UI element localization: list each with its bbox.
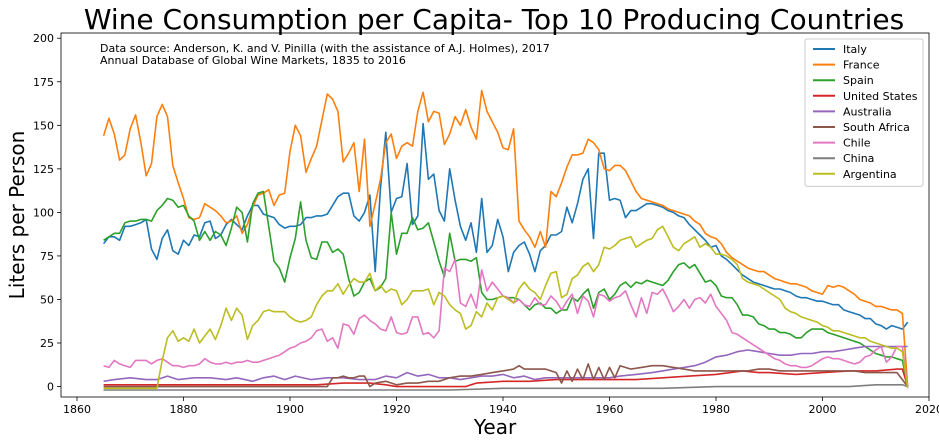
y-tick-label: 150 <box>33 119 54 132</box>
y-tick-label: 175 <box>33 76 54 89</box>
series-line-italy <box>102 122 909 330</box>
y-tick-label: 25 <box>40 337 54 350</box>
legend-label-china: China <box>843 152 874 165</box>
y-axis-title: Liters per Person <box>5 131 29 300</box>
series-line-argentina <box>103 225 909 390</box>
x-tick-label: 1940 <box>489 403 517 416</box>
series-line-china <box>103 384 908 391</box>
legend-label-australia: Australia <box>843 105 892 118</box>
series-line-united-states <box>103 368 909 388</box>
series-line-chile <box>103 258 909 387</box>
plot-frame <box>60 32 930 398</box>
y-axis: 0 25 50 75 100 125 150 175 200 <box>33 32 61 394</box>
x-tick-label: 1900 <box>276 403 304 416</box>
series-line-australia <box>103 345 908 383</box>
legend-label-italy: Italy <box>843 43 867 56</box>
y-tick-label: 75 <box>40 250 54 263</box>
x-axis-title: Year <box>473 415 517 439</box>
legend-label-south-africa: South Africa <box>843 121 910 134</box>
legend-label-france: France <box>843 59 880 72</box>
legend-label-spain: Spain <box>843 74 874 87</box>
y-tick-label: 125 <box>33 163 54 176</box>
series-layer <box>102 89 909 391</box>
y-tick-label: 200 <box>33 32 54 45</box>
x-tick-label: 1920 <box>382 403 410 416</box>
x-tick-label: 1860 <box>63 403 91 416</box>
x-tick-label: 1980 <box>702 403 730 416</box>
series-line-south-africa <box>103 363 909 388</box>
data-source-annotation: Data source: Anderson, K. and V. Pinilla… <box>100 42 550 67</box>
y-tick-label: 0 <box>47 381 54 394</box>
y-tick-label: 100 <box>33 206 54 219</box>
annotation-line-2: Annual Database of Global Wine Markets, … <box>100 54 406 67</box>
series-line-france <box>102 89 909 387</box>
legend: Italy France Spain United States Australia So… <box>804 38 924 187</box>
chart-title: Wine Consumption per Capita- Top 10 Prod… <box>84 3 904 36</box>
legend-box <box>804 38 924 187</box>
legend-label-argentina: Argentina <box>843 168 897 181</box>
x-tick-label: 1880 <box>169 403 197 416</box>
y-tick-label: 50 <box>40 293 54 306</box>
x-tick-label: 1960 <box>595 403 623 416</box>
legend-label-chile: Chile <box>843 137 871 150</box>
legend-label-united-states: United States <box>843 90 918 103</box>
x-tick-label: 2000 <box>808 403 836 416</box>
annotation-line-1: Data source: Anderson, K. and V. Pinilla… <box>100 42 550 55</box>
